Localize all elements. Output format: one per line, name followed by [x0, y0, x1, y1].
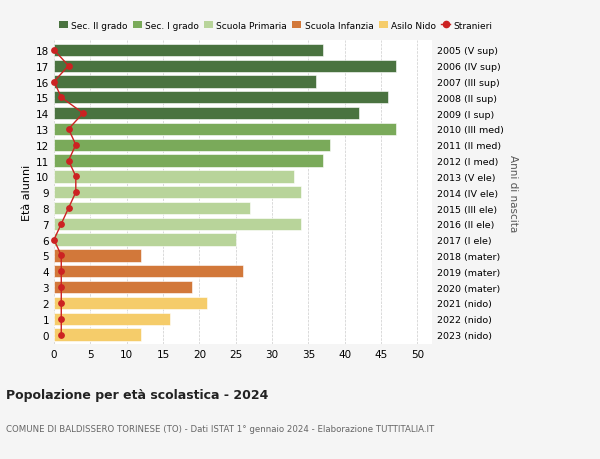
Bar	[54, 250, 141, 262]
Bar	[54, 123, 395, 136]
Point	[56, 300, 66, 307]
Point	[49, 47, 59, 55]
Bar	[54, 139, 330, 151]
Legend: Sec. II grado, Sec. I grado, Scuola Primaria, Scuola Infanzia, Asilo Nido, Stran: Sec. II grado, Sec. I grado, Scuola Prim…	[59, 22, 493, 31]
Bar	[54, 281, 192, 294]
Point	[49, 236, 59, 244]
Bar	[54, 297, 206, 309]
Point	[56, 315, 66, 323]
Point	[56, 331, 66, 338]
Text: Popolazione per età scolastica - 2024: Popolazione per età scolastica - 2024	[6, 388, 268, 401]
Point	[56, 95, 66, 102]
Bar	[54, 202, 250, 215]
Y-axis label: Età alunni: Età alunni	[22, 165, 32, 221]
Point	[64, 205, 73, 212]
Bar	[54, 234, 236, 246]
Bar	[54, 218, 301, 230]
Point	[56, 221, 66, 228]
Bar	[54, 61, 395, 73]
Point	[56, 268, 66, 275]
Bar	[54, 155, 323, 168]
Point	[49, 78, 59, 86]
Bar	[54, 171, 294, 183]
Bar	[54, 92, 388, 104]
Y-axis label: Anni di nascita: Anni di nascita	[508, 154, 518, 231]
Bar	[54, 187, 301, 199]
Bar	[54, 45, 323, 57]
Point	[71, 142, 80, 149]
Point	[64, 63, 73, 70]
Point	[64, 126, 73, 133]
Text: COMUNE DI BALDISSERO TORINESE (TO) - Dati ISTAT 1° gennaio 2024 - Elaborazione T: COMUNE DI BALDISSERO TORINESE (TO) - Dat…	[6, 425, 434, 434]
Point	[71, 174, 80, 181]
Bar	[54, 108, 359, 120]
Point	[56, 252, 66, 260]
Bar	[54, 313, 170, 325]
Point	[78, 110, 88, 118]
Point	[71, 189, 80, 196]
Bar	[54, 76, 316, 89]
Point	[56, 284, 66, 291]
Point	[64, 157, 73, 165]
Bar	[54, 265, 243, 278]
Bar	[54, 329, 141, 341]
